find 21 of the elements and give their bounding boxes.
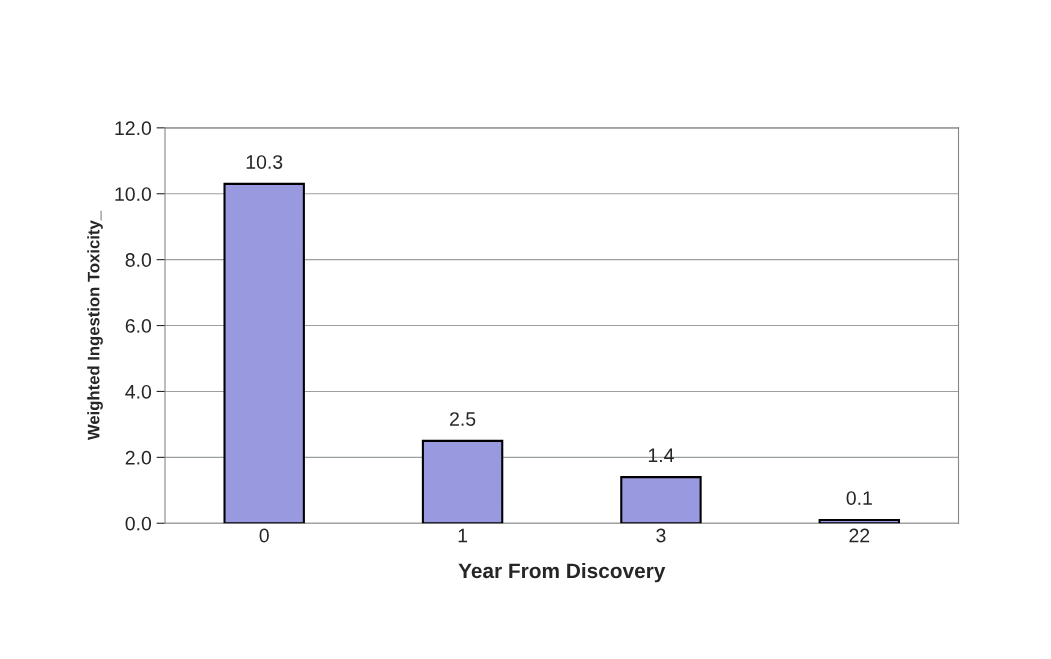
x-tick-label: 3	[656, 528, 666, 543]
y-tick-label: 10.0	[115, 187, 152, 201]
x-axis-title: Year From Discovery	[458, 562, 666, 583]
data-label: 0.1	[846, 491, 872, 505]
data-label: 2.5	[450, 412, 476, 426]
y-tick-label: 12.0	[115, 121, 152, 136]
bar	[421, 439, 504, 524]
x-tick-label: 1	[458, 528, 468, 543]
x-tick-label: 22	[849, 528, 870, 543]
bar	[223, 182, 305, 524]
bar	[818, 518, 901, 524]
data-label: 10.3	[246, 155, 283, 169]
y-tick-label: 4.0	[125, 384, 152, 399]
y-tick-label: 8.0	[125, 253, 152, 267]
y-tick-label: 0.0	[125, 516, 152, 531]
bar	[620, 476, 702, 524]
y-tick-label: 2.0	[125, 450, 152, 465]
x-tick-label: 0	[259, 528, 269, 543]
data-label: 1.4	[648, 448, 674, 462]
y-tick-label: 6.0	[125, 319, 152, 333]
y-axis-title: Weighted Ingestion Toxicity_	[87, 210, 103, 441]
